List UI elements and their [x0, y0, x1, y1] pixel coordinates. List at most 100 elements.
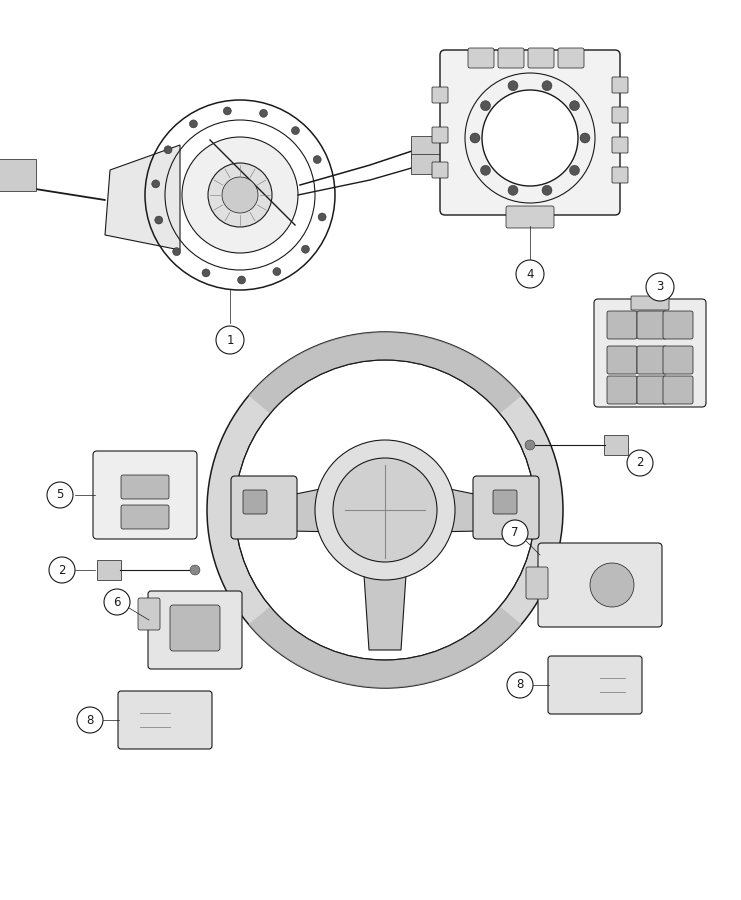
- Circle shape: [216, 326, 244, 354]
- Circle shape: [173, 248, 181, 256]
- FancyBboxPatch shape: [558, 48, 584, 68]
- FancyBboxPatch shape: [607, 346, 637, 374]
- Circle shape: [516, 260, 544, 288]
- Circle shape: [470, 133, 480, 143]
- FancyBboxPatch shape: [506, 206, 554, 228]
- Circle shape: [570, 166, 579, 176]
- Circle shape: [259, 109, 268, 117]
- FancyBboxPatch shape: [631, 296, 669, 310]
- FancyBboxPatch shape: [432, 162, 448, 178]
- Circle shape: [646, 273, 674, 301]
- FancyBboxPatch shape: [663, 346, 693, 374]
- Circle shape: [480, 101, 491, 111]
- Polygon shape: [249, 607, 522, 688]
- Circle shape: [313, 156, 322, 164]
- Text: 2: 2: [637, 456, 644, 470]
- FancyBboxPatch shape: [637, 376, 667, 404]
- FancyBboxPatch shape: [148, 591, 242, 669]
- FancyBboxPatch shape: [468, 48, 494, 68]
- FancyBboxPatch shape: [612, 77, 628, 93]
- FancyBboxPatch shape: [473, 476, 539, 539]
- Circle shape: [104, 589, 130, 615]
- FancyBboxPatch shape: [493, 490, 517, 514]
- Circle shape: [190, 565, 200, 575]
- FancyBboxPatch shape: [548, 656, 642, 714]
- Polygon shape: [363, 560, 407, 650]
- FancyBboxPatch shape: [612, 167, 628, 183]
- Text: 2: 2: [59, 563, 66, 577]
- Circle shape: [542, 185, 552, 195]
- Text: 7: 7: [511, 526, 519, 539]
- Circle shape: [152, 180, 160, 188]
- FancyBboxPatch shape: [637, 311, 667, 339]
- Circle shape: [315, 440, 455, 580]
- FancyBboxPatch shape: [440, 50, 620, 215]
- Text: 5: 5: [56, 489, 64, 501]
- Polygon shape: [105, 145, 180, 250]
- FancyBboxPatch shape: [612, 137, 628, 153]
- FancyBboxPatch shape: [612, 107, 628, 123]
- Polygon shape: [430, 485, 531, 532]
- Circle shape: [190, 120, 197, 128]
- Text: 6: 6: [113, 596, 121, 608]
- Circle shape: [480, 166, 491, 176]
- FancyBboxPatch shape: [637, 346, 667, 374]
- Circle shape: [542, 81, 552, 91]
- FancyBboxPatch shape: [411, 154, 451, 174]
- Text: 8: 8: [86, 714, 93, 726]
- Text: 3: 3: [657, 281, 664, 293]
- Circle shape: [318, 213, 326, 221]
- Circle shape: [291, 127, 299, 135]
- Circle shape: [302, 245, 310, 253]
- Text: 4: 4: [526, 267, 534, 281]
- FancyBboxPatch shape: [604, 435, 628, 455]
- FancyBboxPatch shape: [97, 560, 121, 580]
- FancyBboxPatch shape: [663, 376, 693, 404]
- Circle shape: [47, 482, 73, 508]
- Polygon shape: [249, 332, 522, 414]
- Circle shape: [49, 557, 75, 583]
- Circle shape: [207, 332, 563, 688]
- Circle shape: [77, 707, 103, 733]
- Circle shape: [482, 90, 578, 186]
- FancyBboxPatch shape: [432, 127, 448, 143]
- Circle shape: [570, 101, 579, 111]
- FancyBboxPatch shape: [243, 490, 267, 514]
- FancyBboxPatch shape: [121, 505, 169, 529]
- FancyBboxPatch shape: [607, 376, 637, 404]
- FancyBboxPatch shape: [0, 159, 36, 191]
- FancyBboxPatch shape: [607, 311, 637, 339]
- Circle shape: [508, 81, 518, 91]
- Circle shape: [333, 458, 437, 562]
- Circle shape: [507, 672, 533, 698]
- Circle shape: [208, 163, 272, 227]
- Circle shape: [502, 520, 528, 546]
- Text: 8: 8: [516, 679, 524, 691]
- FancyBboxPatch shape: [138, 598, 160, 630]
- Circle shape: [525, 440, 535, 450]
- FancyBboxPatch shape: [538, 543, 662, 627]
- Circle shape: [235, 360, 535, 660]
- Circle shape: [580, 133, 590, 143]
- FancyBboxPatch shape: [411, 136, 451, 158]
- FancyBboxPatch shape: [663, 311, 693, 339]
- FancyBboxPatch shape: [118, 691, 212, 749]
- Circle shape: [202, 269, 210, 277]
- FancyBboxPatch shape: [93, 451, 197, 539]
- FancyBboxPatch shape: [231, 476, 297, 539]
- Circle shape: [238, 276, 245, 284]
- Circle shape: [222, 177, 258, 213]
- Circle shape: [508, 185, 518, 195]
- Text: 1: 1: [226, 334, 233, 346]
- FancyBboxPatch shape: [528, 48, 554, 68]
- FancyBboxPatch shape: [432, 87, 448, 103]
- Circle shape: [590, 563, 634, 607]
- FancyBboxPatch shape: [498, 48, 524, 68]
- Polygon shape: [239, 485, 340, 532]
- FancyBboxPatch shape: [121, 475, 169, 499]
- Circle shape: [155, 216, 163, 224]
- FancyBboxPatch shape: [526, 567, 548, 599]
- Circle shape: [182, 137, 298, 253]
- FancyBboxPatch shape: [170, 605, 220, 651]
- FancyBboxPatch shape: [594, 299, 706, 407]
